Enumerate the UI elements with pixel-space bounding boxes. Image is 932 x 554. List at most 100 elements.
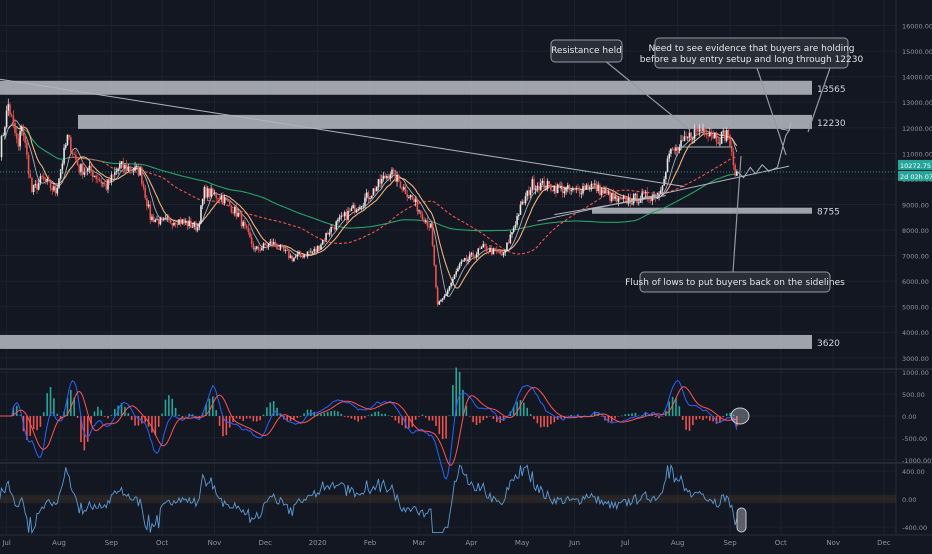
candle-body — [570, 189, 572, 191]
macd-bar — [26, 416, 28, 440]
macd-bar — [178, 414, 180, 416]
candle-body — [179, 219, 182, 224]
candle-body — [375, 187, 378, 192]
current-price-label: 10272.75 — [900, 162, 931, 170]
candle-body — [315, 248, 317, 252]
candle-body — [634, 193, 637, 195]
macd-bar — [441, 416, 444, 440]
candle-body — [222, 196, 224, 204]
candle-body — [397, 174, 400, 182]
macd-bar — [377, 411, 380, 416]
candle-body — [141, 167, 143, 184]
candle-body — [117, 168, 119, 172]
callout-flush-text: Flush of lows to put buyers back on the … — [625, 278, 845, 288]
candle-body — [359, 207, 361, 209]
candle-body — [703, 128, 706, 133]
candle-body — [9, 104, 11, 115]
macd-bar — [235, 416, 238, 419]
macd-bar — [391, 416, 393, 418]
candle-body — [413, 198, 415, 203]
candle-body — [274, 242, 277, 246]
candle-body — [357, 208, 359, 210]
candle-body — [556, 184, 559, 194]
time-tick-label: Apr — [465, 539, 477, 547]
macd-bar — [205, 404, 207, 416]
candle-body — [485, 246, 488, 252]
candle-body — [534, 188, 537, 190]
candle-body — [218, 198, 221, 200]
candle-body — [572, 188, 574, 190]
macd-bar — [110, 415, 113, 416]
candle-body — [63, 147, 65, 164]
candle-body — [161, 217, 163, 219]
candle-body — [330, 227, 332, 233]
candle-body — [261, 248, 263, 251]
candle-body — [600, 189, 603, 196]
candle-body — [68, 134, 70, 138]
candle-body — [472, 253, 474, 257]
macd-bar — [191, 414, 194, 416]
time-tick-label: Nov — [826, 539, 840, 547]
macd-bar — [465, 405, 468, 416]
candle-body — [555, 185, 557, 194]
candle-body — [247, 228, 250, 233]
macd-bar — [59, 416, 62, 420]
countdown-tag — [898, 170, 932, 181]
candle-body — [22, 126, 25, 136]
level-zone-13565 — [0, 80, 812, 95]
macd-bar — [306, 409, 309, 416]
candle-body — [34, 183, 37, 185]
candle-body — [41, 176, 43, 177]
macd-bar — [296, 416, 299, 418]
macd-bar — [134, 416, 136, 426]
macd-bar — [692, 416, 694, 426]
candle-body — [124, 164, 126, 169]
candle-body — [174, 222, 177, 225]
macd-bar — [120, 403, 123, 416]
osc-tick-label: 0.00 — [902, 496, 916, 504]
macd-bar — [266, 407, 268, 416]
candle-body — [215, 192, 217, 198]
candle-body — [183, 219, 185, 223]
candle-body — [588, 187, 591, 188]
ascending-support-line — [554, 195, 666, 216]
price-tick-label: 8000.00 — [902, 227, 929, 235]
macd-bar — [188, 413, 190, 416]
candle-body — [103, 182, 106, 184]
macd-bar — [634, 412, 637, 416]
candle-body — [519, 204, 522, 215]
candle-body — [151, 216, 153, 220]
candle-body — [178, 219, 180, 225]
candle-body — [736, 171, 738, 176]
candle-body — [283, 246, 285, 251]
candle-body — [409, 195, 412, 198]
candle-body — [102, 182, 104, 184]
macd-bar — [654, 416, 657, 418]
macd-bar — [157, 416, 160, 427]
candle-body — [262, 243, 265, 249]
candle-body — [626, 196, 628, 204]
candle-body — [504, 250, 507, 253]
candle-body — [21, 126, 23, 132]
macd-bar — [340, 413, 343, 416]
macd-bar — [215, 410, 217, 416]
osc-band — [0, 494, 896, 504]
macd-bar — [397, 416, 400, 424]
candle-body — [539, 182, 542, 191]
macd-bar — [249, 416, 251, 419]
candle-body — [7, 104, 10, 111]
candle-body — [474, 256, 476, 258]
macd-bar — [512, 406, 515, 416]
ma-red-dashed-line — [67, 156, 737, 255]
projected-arrow-head — [780, 122, 792, 131]
macd-bar — [370, 413, 373, 416]
candle-body — [227, 200, 229, 202]
candle-body — [550, 184, 552, 191]
candle-body — [293, 257, 295, 262]
macd-bar — [479, 416, 481, 424]
candle-body — [318, 245, 321, 250]
macd-bar — [242, 416, 245, 421]
macd-bar — [698, 416, 701, 419]
candle-body — [458, 264, 461, 269]
